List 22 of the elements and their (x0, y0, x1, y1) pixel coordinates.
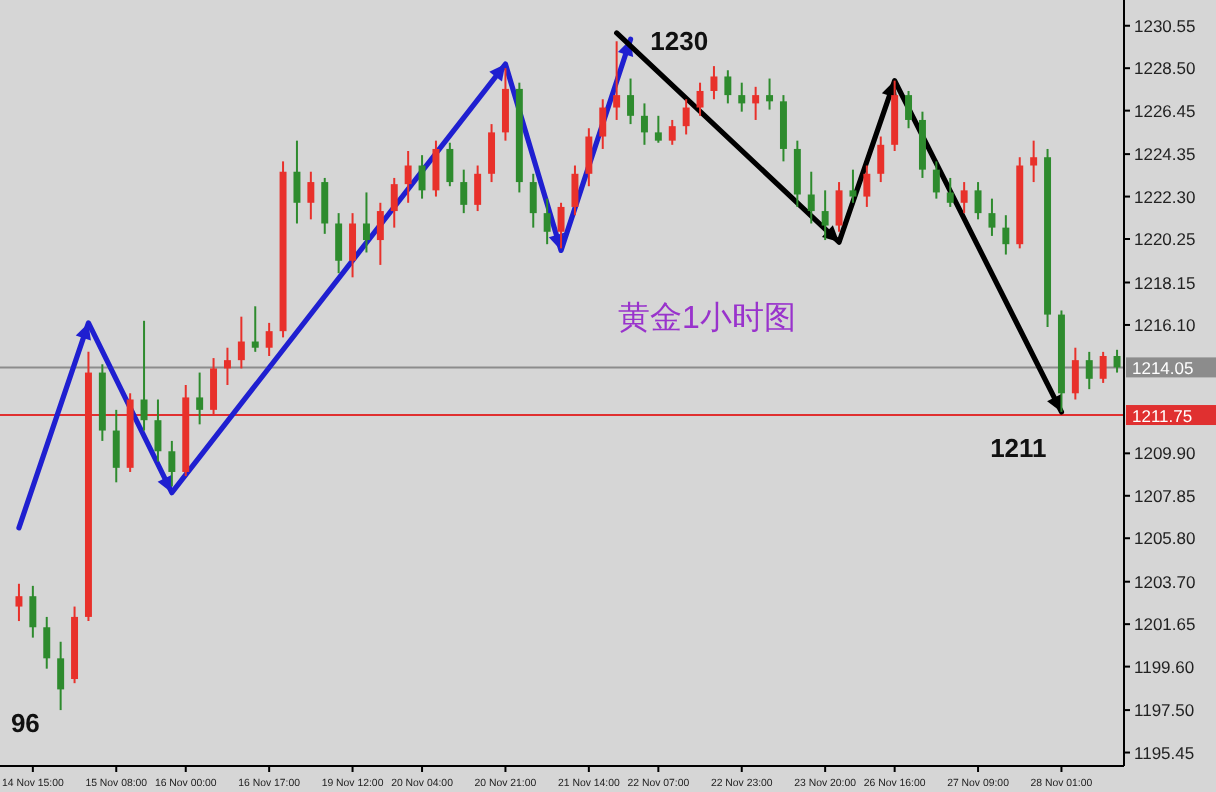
title: 黄金1小时图 (618, 302, 796, 336)
y-tick-label: 1222.30 (1134, 186, 1196, 207)
annotation: 96 (10, 707, 40, 738)
y-tick-label: 1228.50 (1134, 58, 1196, 79)
ref-line-label: 1211.75 (1132, 406, 1193, 427)
y-tick-label: 1226.45 (1134, 100, 1196, 121)
ref-line-label: 1214.05 (1132, 358, 1194, 379)
annotation: 1230 (650, 25, 709, 56)
y-tick-label: 1197.50 (1134, 700, 1195, 721)
annotation: 1211 (990, 433, 1047, 464)
y-tick-label: 1203.70 (1134, 571, 1196, 592)
y-tick-label: 1199.60 (1134, 656, 1195, 677)
y-tick-label: 1230.55 (1134, 15, 1196, 36)
y-tick-label: 1209.90 (1134, 443, 1196, 464)
y-tick-label: 1220.25 (1134, 229, 1196, 250)
y-tick-label: 1207.85 (1134, 485, 1196, 506)
y-tick-label: 1216.10 (1134, 314, 1196, 335)
y-tick-label: 1195.45 (1134, 742, 1195, 763)
y-tick-label: 1218.15 (1134, 272, 1196, 293)
y-tick-label: 1205.80 (1134, 528, 1196, 549)
y-tick-label: 1201.65 (1134, 614, 1196, 635)
y-tick-label: 1224.35 (1134, 144, 1196, 165)
